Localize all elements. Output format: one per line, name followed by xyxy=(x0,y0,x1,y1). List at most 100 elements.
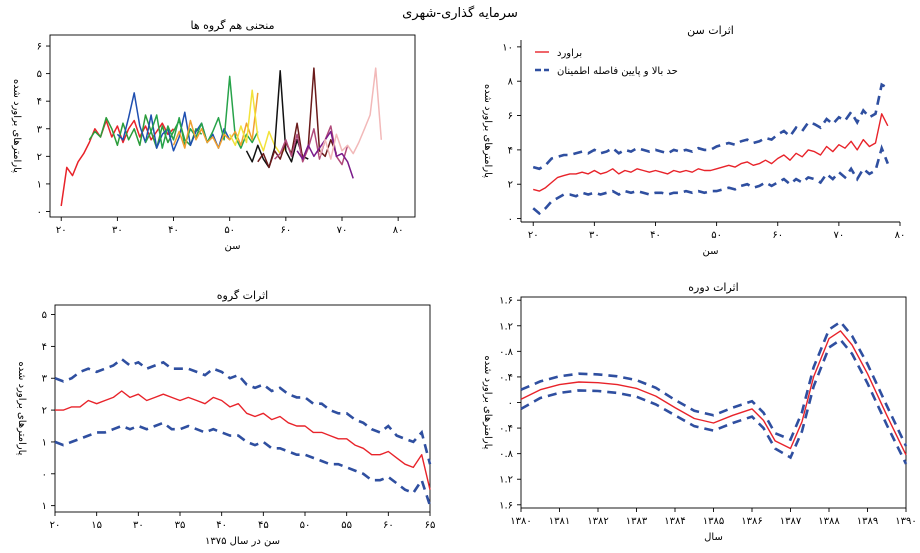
x-tick-label: ۶۰ xyxy=(383,520,394,531)
x-tick-label: ۱۳۸۰ xyxy=(510,516,531,527)
y-tick-label: ۰ xyxy=(42,469,47,480)
y-axis-label: پارامترهای براورد شده xyxy=(482,84,493,178)
panel-cohort_curves: منحنی هم گروه ها ۲۰ ۳۰ ۴۰ ۵۰ ۶۰ ۷۰ ۸۰ ۰ ۱ ۲ ۳ ۴ ۵ ۶ سن پ… xyxy=(11,19,416,252)
cohort-curve-8 xyxy=(257,67,338,169)
cohort-curve-11 xyxy=(318,67,383,160)
x-tick-label: ۱۳۸۸ xyxy=(818,516,840,527)
panel-age_effect: اثرات سن ۲۰ ۳۰ ۴۰ ۵۰ ۶۰ ۷۰ ۸۰ ۰ ۲ ۴ ۶ ۸ ۱۰ سن پارامترها… xyxy=(482,24,905,257)
y-tick-label: ۰ xyxy=(508,398,513,409)
y-tick-label: ۱ xyxy=(42,437,47,448)
y-tick-label: ۰ xyxy=(508,214,513,225)
y-tick-label: ۳ xyxy=(42,374,48,385)
upper-bound-line xyxy=(54,357,432,465)
x-tick-label: ۱۳۸۴ xyxy=(664,516,685,527)
x-tick-label: ۱۳۸۲ xyxy=(587,516,608,527)
lower-bound-line xyxy=(54,421,432,507)
y-tick-label: ۴ xyxy=(37,97,42,108)
legend: براورد حد بالا و پایین فاصله اطمینان xyxy=(535,48,678,77)
x-tick-label: ۴۰ xyxy=(216,520,227,531)
upper-bound-line xyxy=(532,82,889,171)
x-tick-label: ۲۰ xyxy=(528,230,539,241)
y-tick-label: ۰.۴ xyxy=(499,424,513,435)
estimate-line xyxy=(533,113,889,192)
cohort-curve-4 xyxy=(144,75,259,149)
x-tick-label: ۳۵ xyxy=(175,520,186,531)
x-tick-label: ۵۰ xyxy=(711,230,722,241)
y-tick-label: ۲ xyxy=(42,406,47,417)
x-tick-label: ۱۳۸۹ xyxy=(857,516,878,527)
y-tick-label: ۲ xyxy=(37,152,42,163)
y-tick-label: ۰ xyxy=(37,207,42,218)
x-tick-label: ۶۰ xyxy=(280,225,291,236)
y-axis-label: پارامترهای براورد شده xyxy=(11,79,22,173)
figure-suptitle: سرمایه گذاری-شهری xyxy=(402,6,518,21)
x-tick-label: ۳۰ xyxy=(112,225,123,236)
panel-period_effect: اثرات دوره ۱۳۸۰ ۱۳۸۱ ۱۳۸۲ ۱۳۸۳ ۱۳۸۴ ۱۳۸۵ ۱۳۸۶ ۱۳… xyxy=(482,281,917,543)
x-tick-label: ۳۰ xyxy=(589,230,600,241)
x-tick-label: ۳۰ xyxy=(133,520,144,531)
x-axis-label: سن xyxy=(225,241,241,252)
y-tick-label: ۱۰ xyxy=(502,42,513,53)
y-tick-label: ۰.۸ xyxy=(499,347,514,358)
panel-title: اثرات دوره xyxy=(688,281,738,294)
panel-title: منحنی هم گروه ها xyxy=(191,19,275,32)
x-tick-label: ۶۰ xyxy=(772,230,783,241)
y-tick-label: ۴ xyxy=(508,145,513,156)
lower-bound-line xyxy=(532,144,890,216)
x-tick-label: ۱۳۸۷ xyxy=(780,516,802,527)
y-axis-label: پارامترهای براورد شده xyxy=(482,356,493,450)
lower-bound-line xyxy=(520,338,908,465)
plot-frame xyxy=(520,296,907,509)
y-tick-label: ۱.۲ xyxy=(499,475,513,486)
x-tick-label: ۱۳۸۵ xyxy=(703,516,724,527)
x-tick-label: ۶۵ xyxy=(425,520,436,531)
x-tick-label: ۱۳۸۱ xyxy=(549,516,570,527)
x-tick-label: ۴۵ xyxy=(258,520,269,531)
y-tick-label: ۲ xyxy=(508,180,513,191)
x-tick-label: ۴۰ xyxy=(650,230,661,241)
legend-label-estimate: براورد xyxy=(557,48,582,59)
y-tick-label: ۶ xyxy=(508,111,513,122)
x-tick-label: ۵۵ xyxy=(341,520,352,531)
cohort-curve-3 xyxy=(116,92,231,152)
y-tick-label: ۱.۶ xyxy=(499,296,513,307)
y-axis-label: پارامترهای براورد شده xyxy=(16,362,27,456)
upper-bound-line xyxy=(520,320,908,447)
y-tick-label: ۸ xyxy=(508,77,514,88)
x-tick-label: ۱۳۸۳ xyxy=(626,516,648,527)
panel-title: اثرات سن xyxy=(687,24,734,37)
y-tick-label: ۵ xyxy=(37,69,42,80)
panel-title: اثرات گروه xyxy=(217,289,268,302)
y-tick-label: ۶ xyxy=(37,42,42,53)
plot-frame xyxy=(49,34,416,218)
x-tick-label: ۱۵ xyxy=(91,520,102,531)
estimate-line xyxy=(520,330,907,456)
x-tick-label: ۷۰ xyxy=(833,230,844,241)
x-tick-label: ۵۰ xyxy=(224,225,235,236)
x-tick-label: ۵۰ xyxy=(300,520,311,531)
x-tick-label: ۲۰ xyxy=(50,520,61,531)
cohort-curve-1 xyxy=(60,119,175,207)
plot-frame xyxy=(54,304,431,513)
x-tick-label: ۸۰ xyxy=(393,225,404,236)
legend-label-band: حد بالا و پایین فاصله اطمینان xyxy=(557,66,678,77)
y-tick-label: ۴ xyxy=(42,342,47,353)
estimate-line xyxy=(55,390,431,490)
y-tick-label: ۱.۶ xyxy=(499,500,513,511)
x-axis-label: سن در سال ۱۳۷۵ xyxy=(205,536,280,547)
x-tick-label: ۴۰ xyxy=(168,225,179,236)
x-axis-label: سن xyxy=(703,246,719,257)
y-tick-label: ۱ xyxy=(37,179,42,190)
y-tick-label: ۰.۸ xyxy=(499,449,514,460)
x-tick-label: ۱۳۹۰ xyxy=(895,516,916,527)
x-tick-label: ۷۰ xyxy=(337,225,348,236)
x-tick-label: ۲۰ xyxy=(56,225,67,236)
y-tick-label: ۰.۴ xyxy=(499,372,513,383)
x-tick-label: ۱۳۸۶ xyxy=(741,516,762,527)
y-tick-label: ۱.۲ xyxy=(499,321,513,332)
x-tick-label: ۸۰ xyxy=(895,230,906,241)
y-tick-label: ۳ xyxy=(37,124,43,135)
cohort-curve-6 xyxy=(229,89,287,155)
